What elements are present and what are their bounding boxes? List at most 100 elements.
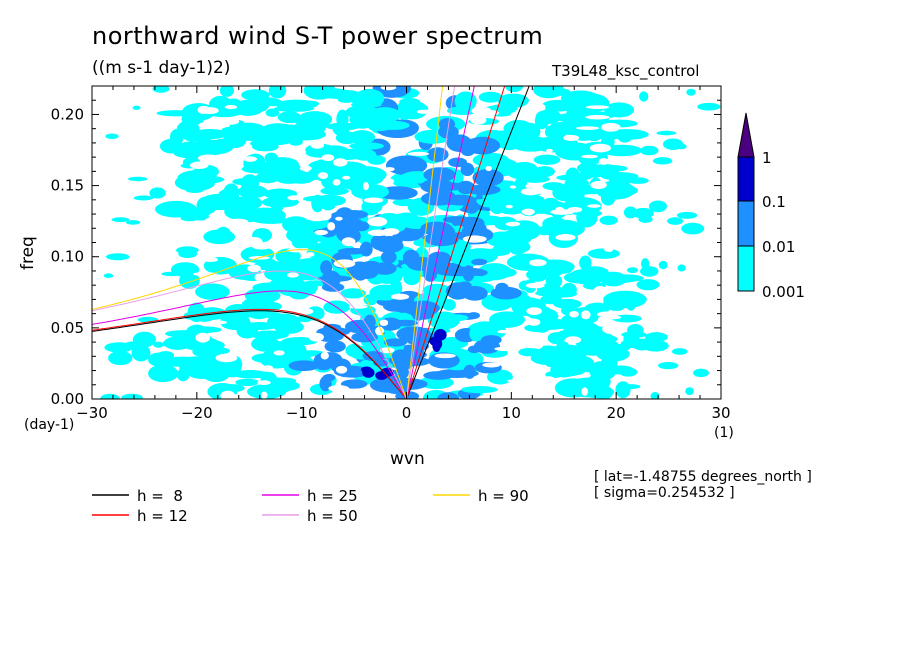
power-cell — [149, 187, 166, 199]
power-gap — [245, 236, 263, 247]
power-blob-cell — [488, 130, 519, 140]
dispersion-curve-east — [406, 86, 530, 399]
power-blob-cell — [527, 266, 548, 282]
power-gap — [227, 218, 249, 226]
power-gap — [596, 311, 619, 318]
power-cell — [641, 258, 650, 270]
power-gap — [569, 310, 579, 318]
power-blob-cell — [533, 154, 561, 165]
power-gap — [494, 346, 517, 351]
power-gap — [580, 310, 591, 320]
power-gap — [598, 158, 609, 165]
power-cell — [184, 277, 195, 286]
power-blob-cell — [587, 248, 620, 259]
power-gap — [235, 294, 246, 303]
power-blob-cell — [473, 339, 501, 354]
power-gap — [567, 206, 583, 213]
power-blob-cell — [460, 162, 475, 177]
x-axis-label: wvn — [390, 449, 425, 469]
power-cell — [675, 143, 687, 150]
power-gap — [384, 167, 395, 172]
power-blob-cell — [337, 96, 355, 103]
power-cell — [656, 130, 677, 136]
power-blob-cell — [465, 184, 501, 196]
y-tick-label: 0.20 — [51, 105, 84, 123]
power-blob-cell — [596, 346, 630, 362]
power-gap — [532, 338, 544, 349]
power-gap — [219, 218, 229, 227]
power-blob-cell — [337, 247, 368, 255]
power-gap — [310, 141, 325, 149]
x-tick-label: −20 — [181, 404, 213, 422]
power-cell — [106, 253, 130, 261]
power-gap — [218, 153, 231, 160]
power-blob-cell — [478, 91, 503, 103]
x-tick-label: 0 — [402, 404, 412, 422]
power-gap — [224, 104, 238, 110]
power-gap — [496, 329, 521, 334]
power-blob-cell — [300, 100, 320, 107]
power-gap — [320, 351, 329, 360]
power-gap — [197, 105, 211, 115]
power-gap — [590, 237, 604, 246]
colorbar-label: 0.1 — [762, 193, 786, 211]
power-gap — [606, 247, 614, 252]
power-blob-cell — [346, 171, 379, 178]
power-cell — [648, 200, 668, 213]
power-gap — [581, 154, 598, 159]
power-blob-cell — [487, 369, 513, 385]
power-blob-cell — [376, 120, 410, 130]
power-blob-cell — [556, 174, 592, 181]
power-blob-cell — [547, 332, 566, 345]
power-gap — [306, 252, 315, 257]
power-blob-cell — [469, 325, 483, 342]
dispersion-curve-east — [406, 86, 475, 399]
power-cell — [385, 155, 428, 176]
power-gap — [482, 362, 501, 368]
power-blob-cell — [253, 386, 287, 398]
dispersion-curves — [92, 86, 530, 399]
dispersion-curve-west — [92, 270, 407, 399]
power-blob-cell — [603, 296, 630, 310]
power-cell — [542, 182, 565, 191]
chart-subtitle: ((m s-1 day-1)2) — [92, 58, 231, 78]
power-cell — [153, 341, 164, 348]
power-gap — [416, 109, 433, 114]
power-gap — [520, 389, 533, 395]
power-gap — [379, 319, 389, 327]
power-cell — [426, 147, 449, 162]
power-gap — [587, 204, 601, 208]
power-gap — [506, 379, 531, 383]
power-cell — [671, 348, 688, 355]
chart-title: northward wind S-T power spectrum — [92, 22, 544, 50]
dispersion-curve-west — [92, 249, 407, 399]
sigma-info: [ sigma=0.254532 ] — [594, 485, 735, 501]
power-gap — [247, 264, 261, 273]
power-blob-cell — [534, 166, 555, 178]
power-blob-cell — [198, 133, 212, 144]
power-blob-cell — [561, 282, 577, 298]
x-tick-label: −10 — [286, 404, 318, 422]
power-blob-cell — [302, 195, 338, 203]
power-blob-cell — [264, 266, 286, 281]
power-gap — [296, 308, 314, 315]
power-cell — [686, 88, 696, 96]
power-blob-cell — [563, 271, 592, 284]
power-blob-cell — [137, 352, 151, 360]
power-gap — [207, 320, 227, 325]
power-blob-cell — [438, 117, 456, 131]
power-gap — [243, 156, 257, 162]
power-blob-cell — [545, 125, 563, 134]
power-blob-cell — [219, 313, 251, 331]
power-blob-cell — [453, 216, 483, 227]
power-cell — [103, 273, 114, 278]
power-cell — [579, 255, 592, 271]
colorbar-label: 0.001 — [762, 283, 805, 301]
power-gap — [380, 86, 397, 91]
power-blob-cell — [445, 282, 471, 300]
power-cell — [658, 260, 668, 270]
power-gap — [342, 175, 351, 180]
power-gap — [521, 208, 535, 215]
power-gap — [565, 336, 582, 344]
power-blob-cell — [241, 89, 270, 101]
